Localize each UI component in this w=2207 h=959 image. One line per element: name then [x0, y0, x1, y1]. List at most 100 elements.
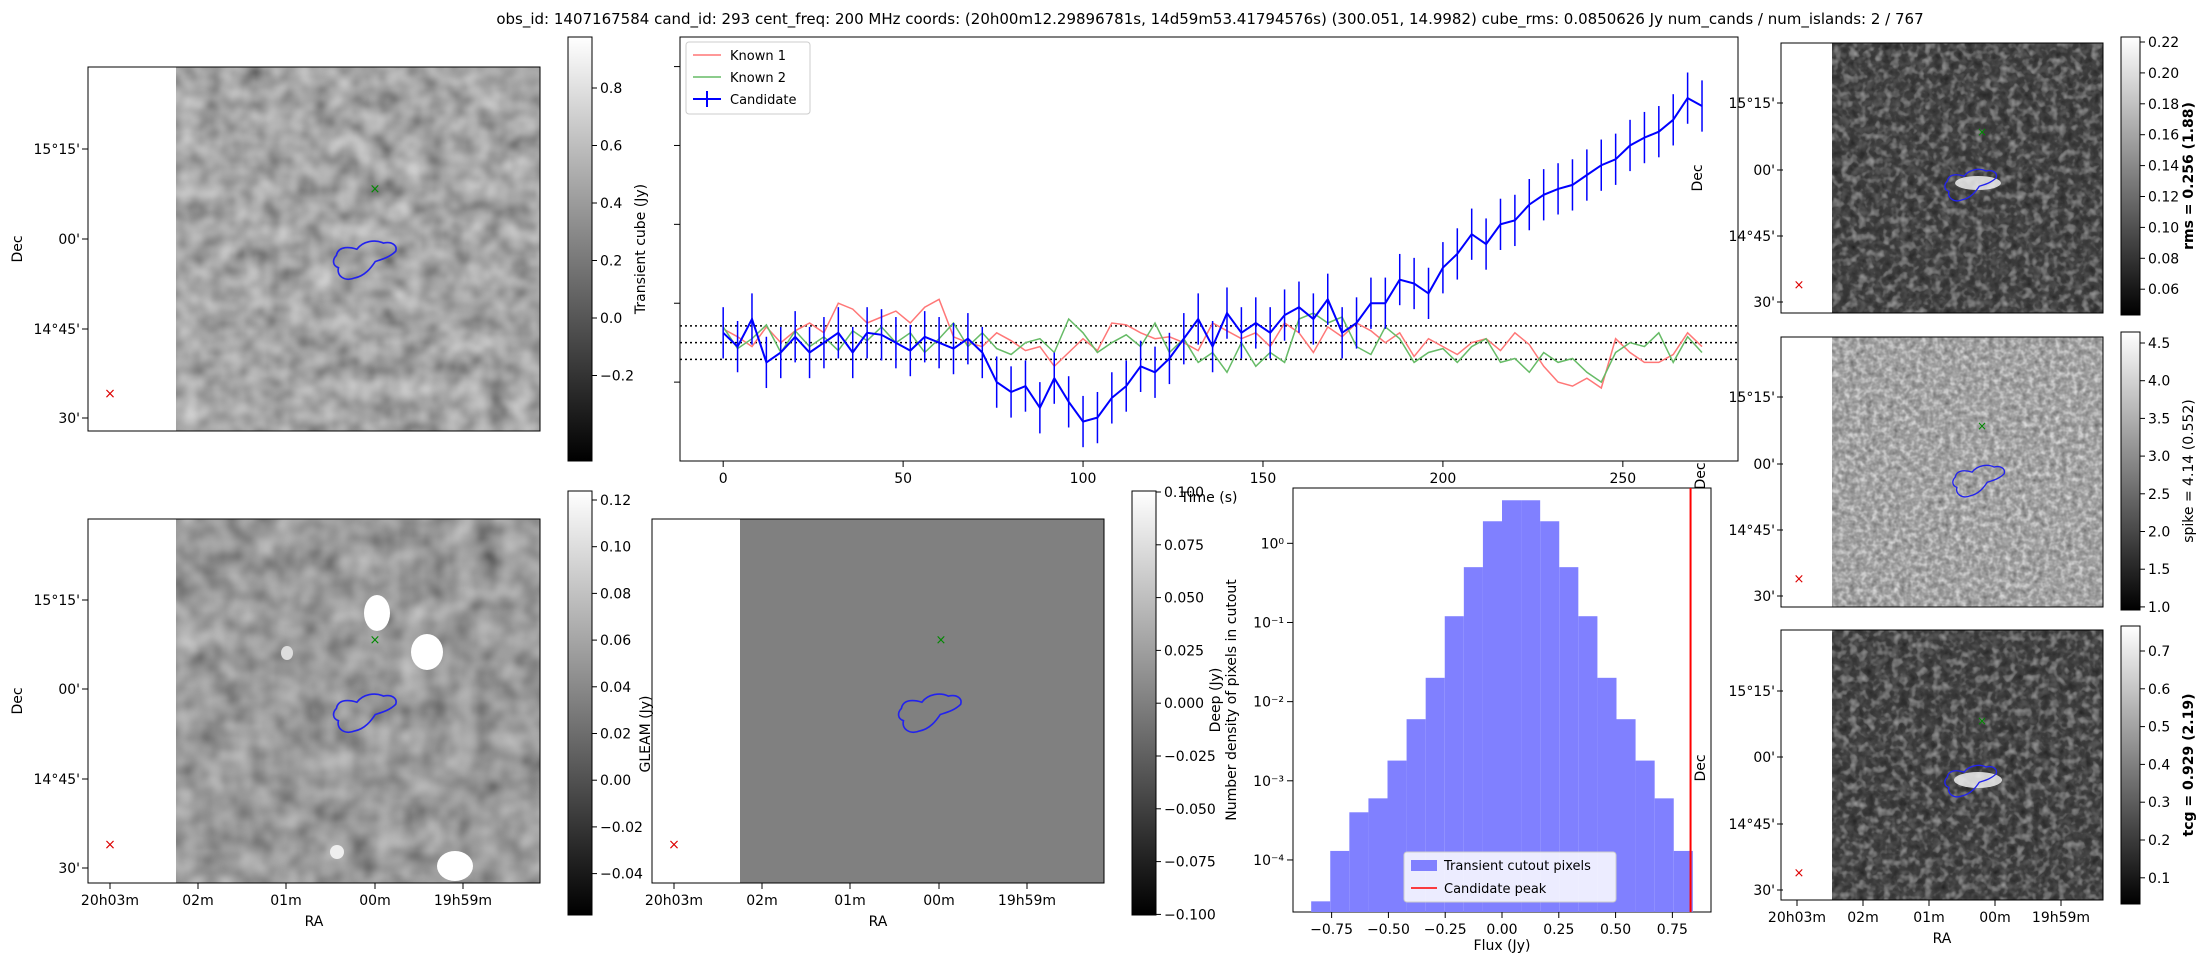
- lightcurve-axes-frame: [679, 36, 1739, 462]
- dec-tick-label: 30': [58, 861, 80, 877]
- colorbar-tick-label: 0.04: [600, 680, 631, 696]
- x-tick-label: 150: [1250, 471, 1277, 487]
- dec-tick-label: 14°45': [34, 322, 80, 338]
- colorbar-tick-label: 4.0: [2148, 374, 2170, 390]
- histogram-bar: [1349, 812, 1369, 912]
- ra-ticks: 20h03m 02m 01m 00m 19h59m: [1768, 900, 2090, 926]
- histogram-bar: [1521, 500, 1541, 912]
- tcg-side-label: tcg = 0.929 (2.19): [2181, 694, 2197, 837]
- histogram-bar: [1578, 616, 1598, 912]
- ra-tick-label: 01m: [270, 893, 301, 909]
- dec-tick-label: 14°45': [1729, 523, 1775, 539]
- spike-cutout-image: [1832, 337, 2103, 607]
- dec-ticks: 15°15' 00' 14°45' 30': [34, 142, 88, 427]
- colorbar-tick-label: 0.4: [2148, 757, 2170, 773]
- known-source-marker: ×: [1977, 125, 1987, 139]
- dec-axis-label: Dec: [10, 235, 26, 262]
- legend-entry: Known 2: [730, 71, 786, 86]
- known-source-marker: ×: [936, 633, 947, 648]
- colorbar-tick-label: 0.12: [600, 493, 631, 509]
- gleam-colorbar: [1131, 490, 1157, 916]
- bright-residual: [1955, 176, 2001, 190]
- histogram-bar: [1616, 719, 1636, 912]
- colorbar-tick-label: 0.0: [600, 311, 622, 327]
- dec-ticks: 15°15' 00' 14°45' 30': [1729, 96, 1783, 311]
- deep-bright-source: [364, 595, 390, 631]
- candidate-marker: ×: [1794, 278, 1805, 293]
- histogram-bar: [1368, 798, 1388, 912]
- overlap-dec-label: Dec: [1693, 462, 1709, 489]
- spike-cutout-panel: × × 15°15' 00' 14°45' 30' 4.5 4.0 3.5 3.0 2.5 2.…: [1729, 331, 2197, 616]
- dec-ticks: 15°15' 00' 14°45' 30': [1729, 684, 1783, 899]
- y-tick-label: 10⁻²: [1253, 695, 1284, 711]
- deep-colorbar-label: Deep (Jy): [1208, 668, 1224, 733]
- gleam-colorbar-label: GLEAM (Jy): [638, 696, 654, 773]
- ra-tick-label: 00m: [923, 893, 954, 909]
- histogram-ylabel: Number density of pixels in cutout: [1224, 579, 1240, 821]
- deep-bright-source: [437, 851, 473, 881]
- colorbar-tick-label: 0.2: [2148, 833, 2170, 849]
- figure-title: obs_id: 1407167584 cand_id: 293 cent_fre…: [496, 10, 1923, 29]
- transient-colorbar: [567, 36, 593, 462]
- tcg-colorbar: [2120, 625, 2141, 905]
- colorbar-tick-label: 4.5: [2148, 336, 2170, 352]
- colorbar-tick-label: −0.02: [600, 820, 643, 836]
- dec-axis-label: Dec: [10, 687, 26, 714]
- colorbar-tick-label: 0.6: [2148, 682, 2170, 698]
- x-tick-label: 50: [894, 471, 912, 487]
- ra-tick-label: 01m: [834, 893, 865, 909]
- colorbar-tick-label: 0.2: [600, 254, 622, 270]
- deep-bright-source: [411, 634, 443, 670]
- transient-cutout-blank: [88, 67, 176, 431]
- ra-tick-label: 19h59m: [434, 893, 492, 909]
- colorbar-tick-label: 0.18: [2148, 97, 2179, 113]
- colorbar-tick-label: 0.5: [2148, 720, 2170, 736]
- dec-tick-label: 15°15': [34, 142, 80, 158]
- lightcurve-legend: Known 1 Known 2 Candidate: [685, 41, 811, 115]
- dec-tick-label: 14°45': [1729, 817, 1775, 833]
- tcg-cutout-panel: × × 15°15' 00' 14°45' 30' 20h03m 02m 01m 00m 19…: [1729, 625, 2197, 947]
- dec-tick-label: 00': [1753, 750, 1775, 766]
- colorbar-ticks: 0.22 0.20 0.18 0.16 0.14 0.12 0.10 0.08 0.06: [2140, 35, 2179, 298]
- dec-tick-label: 15°15': [1729, 96, 1775, 112]
- dec-ticks: 15°15' 00' 14°45' 30': [34, 593, 88, 877]
- deep-bright-source: [281, 646, 293, 660]
- colorbar-tick-label: 0.3: [2148, 795, 2170, 811]
- colorbar-tick-label: 0.4: [600, 196, 622, 212]
- histogram-bar: [1635, 760, 1655, 912]
- spike-colorbar: [2120, 331, 2141, 611]
- series-line-candidate: [722, 96, 1703, 423]
- y-tick-label: 10⁻⁴: [1253, 853, 1284, 869]
- colorbar-tick-label: 3.0: [2148, 449, 2170, 465]
- candidate-marker: ×: [1794, 572, 1805, 587]
- dec-tick-label: 00': [1753, 163, 1775, 179]
- colorbar-tick-label: −0.075: [1164, 855, 1216, 871]
- ra-axis-label: RA: [305, 914, 324, 930]
- colorbar-tick-label: 0.22: [2148, 35, 2179, 51]
- colorbar-tick-label: −0.025: [1164, 749, 1216, 765]
- colorbar-tick-label: 0.06: [600, 633, 631, 649]
- ra-tick-label: 19h59m: [2032, 910, 2090, 926]
- ra-tick-label: 02m: [746, 893, 777, 909]
- ra-axis-label: RA: [1933, 931, 1952, 947]
- ra-tick-label: 02m: [1847, 910, 1878, 926]
- histogram-bar: [1463, 567, 1483, 912]
- ra-tick-label: 20h03m: [1768, 910, 1826, 926]
- colorbar-tick-label: 0.025: [1164, 643, 1204, 659]
- candidate-marker: ×: [668, 837, 680, 853]
- candidate-marker: ×: [104, 837, 116, 853]
- colorbar-tick-label: −0.04: [600, 867, 643, 883]
- colorbar-tick-label: 0.20: [2148, 66, 2179, 82]
- dec-ticks: 15°15' 00' 14°45' 30': [1729, 390, 1783, 605]
- colorbar-tick-label: 2.5: [2148, 487, 2170, 503]
- x-tick-label: 250: [1609, 471, 1636, 487]
- x-tick-label: 0.50: [1600, 922, 1631, 938]
- dec-tick-label: 00': [58, 232, 80, 248]
- histogram-bar: [1311, 901, 1331, 912]
- ra-axis-label: RA: [869, 914, 888, 930]
- x-tick-label: 0.25: [1543, 922, 1574, 938]
- histogram-bar: [1654, 798, 1674, 912]
- histogram-bar: [1444, 616, 1464, 912]
- transient-cutout-panel: × × 15°15'00'14°45'30' Dec 0.80.60.40.20…: [10, 36, 649, 462]
